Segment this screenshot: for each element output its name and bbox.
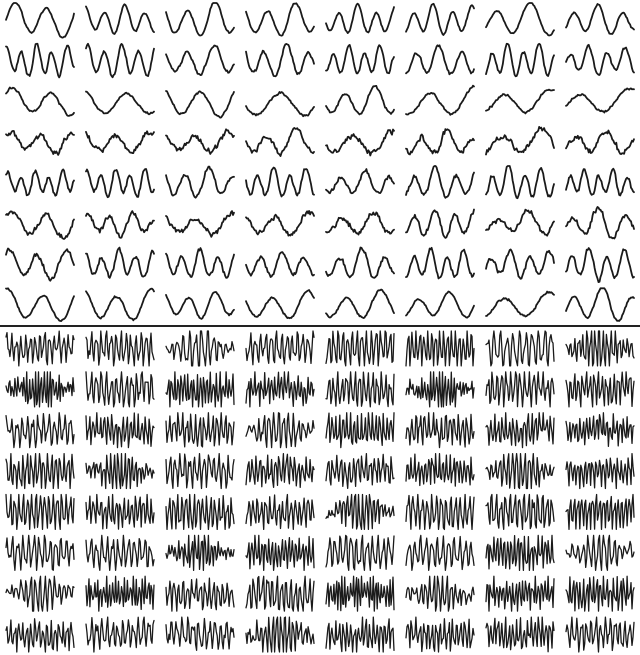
- waveform-grid-figure: [0, 0, 640, 655]
- waveform-svg: [0, 0, 640, 655]
